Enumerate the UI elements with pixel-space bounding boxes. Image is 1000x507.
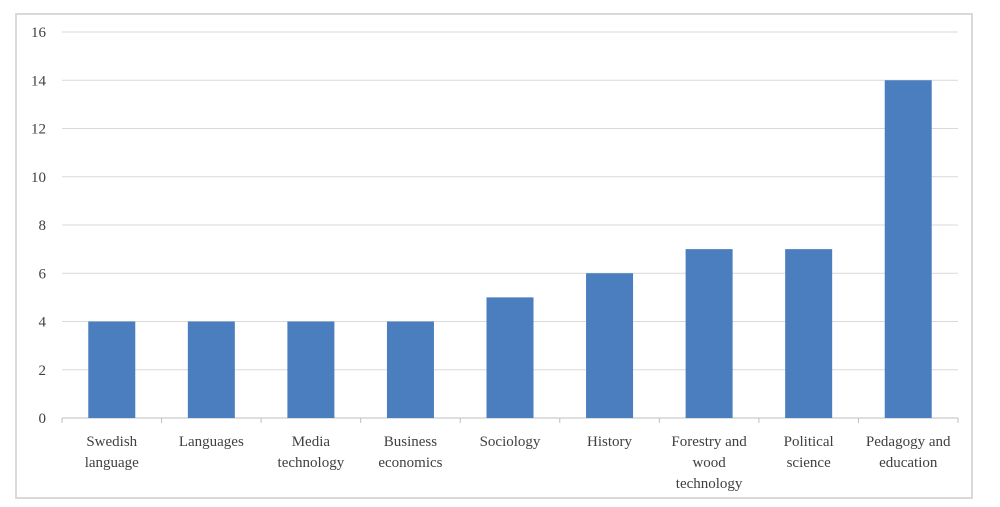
bar [88, 321, 136, 418]
bar [287, 321, 335, 418]
x-category-label: Languages [179, 434, 244, 450]
bar [386, 321, 434, 418]
x-category-label: Business economics [378, 434, 442, 471]
bar [685, 249, 733, 418]
x-category-label: Forestry and wood technology [671, 434, 747, 492]
x-category-label: Sociology [480, 434, 541, 450]
bar [187, 321, 235, 418]
y-tick-label: 8 [39, 218, 47, 234]
bar [486, 297, 534, 418]
x-category-label: Political science [784, 434, 834, 471]
y-tick-label: 12 [31, 122, 46, 138]
y-tick-label: 0 [39, 411, 47, 427]
x-category-label: Swedish language [85, 434, 139, 471]
y-tick-label: 6 [39, 266, 47, 282]
x-category-label: Pedagogy and education [866, 434, 951, 471]
y-tick-label: 10 [31, 170, 46, 186]
y-tick-label: 2 [39, 363, 47, 379]
bar [586, 273, 634, 418]
y-tick-label: 16 [31, 25, 47, 41]
bar [884, 80, 932, 418]
x-category-label: History [587, 434, 633, 450]
y-tick-label: 14 [31, 73, 47, 89]
bar [785, 249, 833, 418]
y-tick-label: 4 [39, 315, 47, 331]
x-category-label: Media technology [278, 434, 345, 471]
